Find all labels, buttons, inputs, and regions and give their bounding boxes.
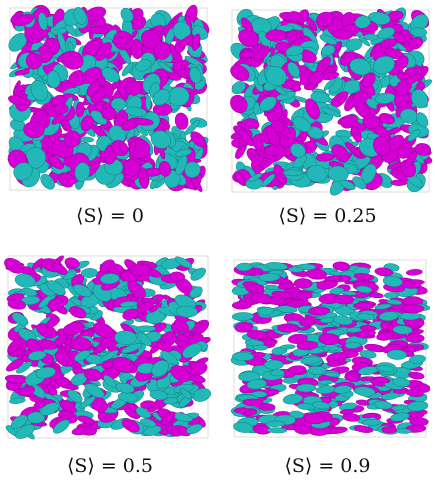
caption-s0: ⟨S⟩ = 0 <box>0 205 220 227</box>
disk-particle-magenta <box>299 319 314 327</box>
caption-s025: ⟨S⟩ = 0.25 <box>220 205 435 227</box>
disk-particle-magenta <box>382 426 397 433</box>
disk-cloud-s05 <box>4 252 212 442</box>
disk-cloud-s0 <box>6 4 211 194</box>
disk-cloud-s09 <box>230 256 430 441</box>
disk-particle-magenta <box>408 371 425 380</box>
disk-particle-cyan <box>288 267 303 273</box>
particle-render-s0 <box>6 4 211 194</box>
disk-particle-cyan <box>81 268 98 278</box>
disk-particle-magenta <box>70 337 92 351</box>
particle-render-s05 <box>4 252 212 442</box>
disk-particle-cyan <box>296 384 316 392</box>
disk-particle-magenta <box>405 334 424 343</box>
disk-particle-magenta <box>406 269 423 276</box>
caption-s09: ⟨S⟩ = 0.9 <box>220 455 435 477</box>
disk-particle-cyan <box>400 312 420 320</box>
disk-particle-cyan <box>146 95 152 110</box>
disk-particle-cyan <box>267 427 287 433</box>
caption-s05: ⟨S⟩ = 0.5 <box>0 455 220 477</box>
disk-particle-magenta <box>102 107 117 120</box>
disk-particle-magenta <box>410 417 429 426</box>
particle-render-s025 <box>228 6 433 196</box>
disk-particle-cyan <box>253 345 268 350</box>
disk-particle-cyan <box>318 380 333 385</box>
disk-particle-cyan <box>283 170 302 176</box>
disk-particle-cyan <box>264 360 283 369</box>
disk-particle-magenta <box>327 361 341 367</box>
disk-particle-magenta <box>266 30 287 42</box>
disk-particle-magenta <box>294 278 312 288</box>
disk-particle-cyan <box>136 326 156 332</box>
disk-particle-magenta <box>234 408 249 414</box>
particle-render-s09 <box>230 256 430 441</box>
disk-particle-cyan <box>280 344 295 349</box>
disk-particle-magenta <box>363 114 380 128</box>
disk-cloud-s025 <box>228 6 433 196</box>
disk-particle-magenta <box>277 324 299 333</box>
disk-particle-cyan <box>364 34 379 41</box>
disk-particle-magenta <box>354 303 374 310</box>
disk-particle-magenta <box>391 180 407 186</box>
